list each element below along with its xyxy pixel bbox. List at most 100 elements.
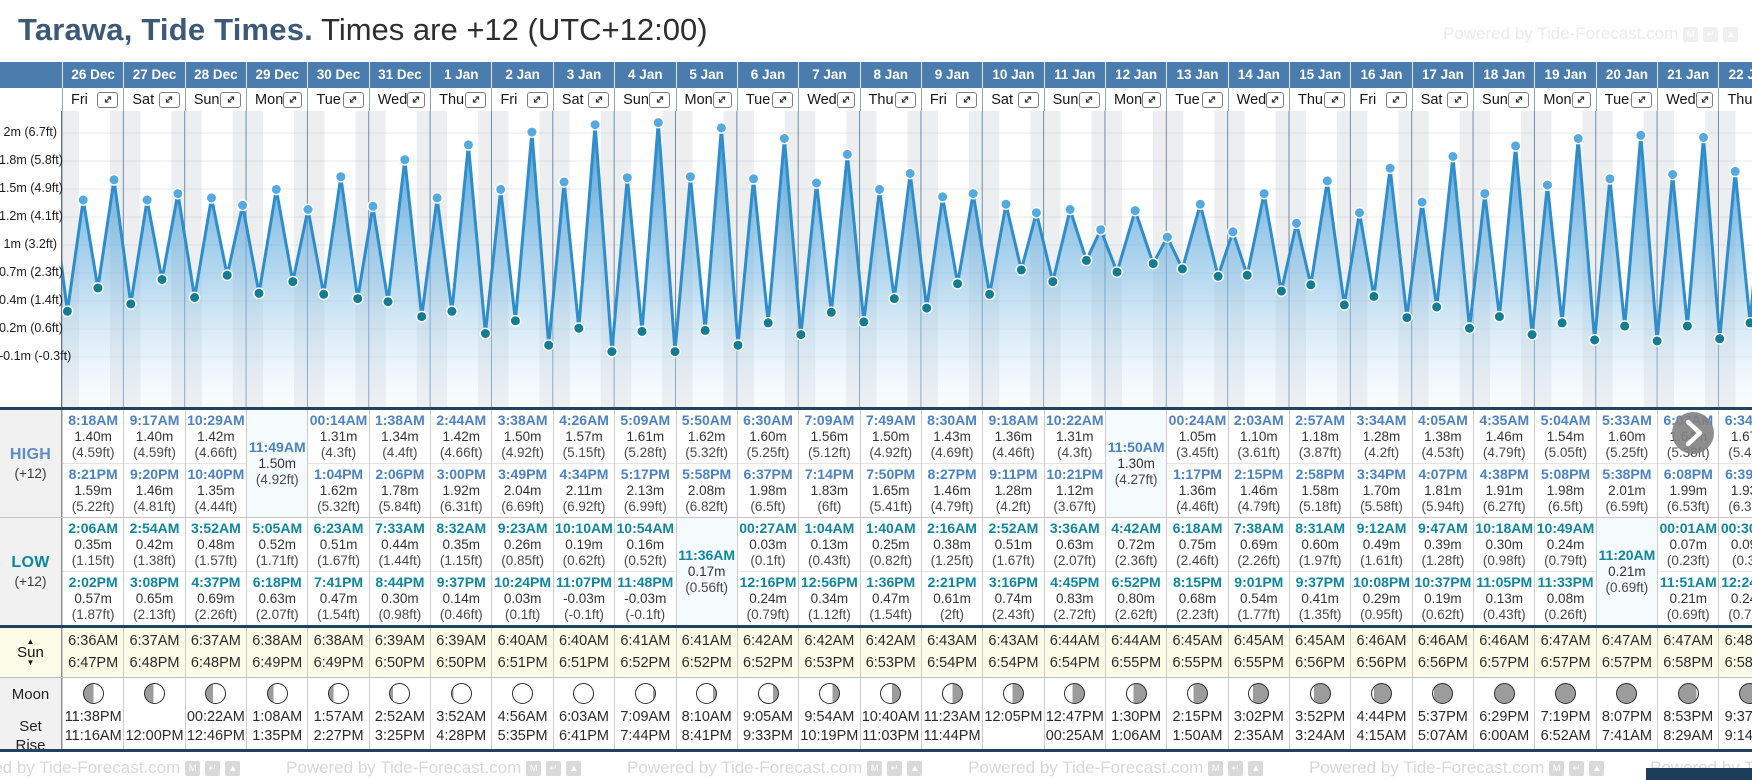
high-tide-entry: 4:26AM 1.57m (5.15ft)	[554, 410, 614, 463]
tide-height-ft: (4.66ft)	[194, 445, 238, 460]
expand-day-button[interactable]	[772, 91, 794, 108]
tide-time: 10:40PM	[187, 466, 245, 482]
low-tide-cell: 2:06AM 0.35m (1.15ft) 2:02PM 0.57m (1.87ft)	[62, 518, 124, 625]
tide-height-m: 1.92m	[442, 483, 481, 498]
tide-height-m: 1.28m	[1362, 429, 1401, 444]
weekday-cell: Sun	[184, 88, 247, 111]
weekday-label: Sun	[1482, 91, 1508, 108]
moon-cell: 8:07PM 7:41AM	[1595, 678, 1657, 749]
tide-height-m: 0.03m	[503, 591, 542, 606]
y-axis-tick-label: 2m (6.7ft)	[3, 125, 58, 139]
high-tide-cell: 1:38AM 1.34m (4.4ft) 2:06PM 1.78m (5.84ft)	[368, 410, 431, 517]
expand-day-button[interactable]	[712, 91, 732, 108]
date-header-cell: 9 Jan	[920, 62, 983, 88]
page-title-location: Tarawa, Tide Times.	[18, 12, 313, 47]
moonset-time: 12:05PM	[984, 709, 1043, 725]
expand-day-button[interactable]	[1631, 91, 1653, 108]
sun-times-cell: 6:46AM 6:56PM	[1411, 628, 1473, 677]
tide-time: 8:31AM	[1295, 520, 1346, 536]
high-tide-entry: 3:49PM 2.04m (6.69ft)	[492, 463, 553, 517]
low-tide-entry: 9:47AM 0.39m (1.28ft)	[1413, 518, 1473, 571]
moonrise-time: 5:07AM	[1417, 728, 1468, 744]
tide-time: 3:00PM	[436, 466, 486, 482]
moon-phase-icon	[634, 683, 656, 704]
tide-height-ft: (2.43ft)	[992, 607, 1035, 622]
expand-day-button[interactable]	[1571, 91, 1591, 108]
tide-height-ft: (5.15ft)	[562, 445, 606, 460]
tide-height-ft: (0.62ft)	[562, 553, 606, 568]
expand-day-button[interactable]	[1324, 91, 1346, 108]
tide-time: 5:50AM	[681, 412, 732, 428]
low-tide-entry: 7:38AM 0.69m (2.26ft)	[1229, 518, 1289, 571]
sun-sort-toggle[interactable]: ▲ Sun ▼	[17, 637, 44, 667]
sunrise-time: 6:47AM	[1601, 633, 1652, 649]
expand-day-button[interactable]	[220, 91, 242, 108]
tide-height-m: 1.59m	[74, 483, 112, 498]
sun-times-cell: 6:46AM 6:57PM	[1473, 628, 1534, 677]
high-tide-entry: 7:50PM 1.65m (5.41ft)	[860, 463, 921, 517]
low-tide-cell: 10:18AM 0.30m (0.98ft) 11:05PM 0.13m (0.43ft)	[1473, 518, 1535, 625]
expand-day-button[interactable]	[1447, 91, 1469, 108]
sunrise-time: 6:44AM	[1111, 633, 1162, 649]
sun-up-arrow-icon[interactable]: ▲	[26, 637, 35, 646]
date-header-cell: 20 Jan	[1595, 62, 1658, 88]
expand-day-button[interactable]	[407, 91, 426, 108]
expand-day-button[interactable]	[1508, 91, 1530, 108]
tide-height-ft: (0.85ft)	[501, 553, 544, 568]
tide-height-m: 1.36m	[994, 429, 1033, 444]
tide-height-m: 0.34m	[810, 591, 849, 606]
expand-day-button[interactable]	[1385, 91, 1407, 108]
tide-height-ft: (2.62ft)	[1114, 607, 1158, 622]
expand-day-button[interactable]	[1266, 91, 1284, 108]
date-header-cell: 19 Jan	[1534, 62, 1596, 88]
tide-height-m: 1.67m	[1730, 429, 1752, 444]
weekday-cell: Thu	[859, 88, 921, 111]
tide-height-ft: (4.44ft)	[194, 499, 238, 514]
weekday-label: Sun	[623, 91, 649, 108]
expand-day-button[interactable]	[894, 91, 916, 108]
tide-height-m: 0.68m	[1178, 591, 1217, 606]
date-header-cell: 16 Jan	[1350, 62, 1412, 88]
expand-day-button[interactable]	[97, 91, 119, 108]
expand-day-button[interactable]	[1078, 91, 1100, 108]
tide-height-m: 1.58m	[1301, 483, 1339, 498]
expand-day-button[interactable]	[283, 91, 303, 108]
expand-day-button[interactable]	[342, 91, 364, 108]
sun-down-arrow-icon[interactable]: ▼	[26, 658, 35, 667]
expand-day-button[interactable]	[956, 91, 978, 108]
moon-cell: 7:19PM 6:52AM	[1534, 678, 1595, 749]
high-tide-entry: 9:17AM 1.40m (4.59ft)	[124, 410, 184, 463]
moonrise-time: 6:52AM	[1540, 728, 1591, 744]
low-tide-entry: 11:07PM -0.03m (-0.1ft)	[553, 571, 615, 625]
weekday-label: Sat	[1420, 91, 1443, 108]
tide-time: 1:36PM	[866, 574, 916, 590]
weekday-cell: Tue	[1166, 88, 1228, 111]
expand-day-button[interactable]	[1201, 91, 1223, 108]
tide-time: 10:49AM	[1536, 520, 1595, 536]
weekday-cell: Fri	[1350, 88, 1412, 111]
sunset-time: 6:55PM	[1172, 655, 1223, 671]
tide-time: 5:05AM	[252, 520, 303, 536]
expand-day-button[interactable]	[588, 91, 610, 108]
low-tide-entry: 2:54AM 0.42m (1.38ft)	[124, 518, 184, 571]
expand-day-button[interactable]	[836, 91, 855, 108]
expand-day-button[interactable]	[1695, 91, 1714, 108]
tide-time: 11:33PM	[1537, 574, 1594, 590]
tide-time: 4:42AM	[1111, 520, 1161, 536]
expand-day-button[interactable]	[465, 91, 487, 108]
tide-height-m: 1.05m	[1178, 429, 1217, 444]
high-tide-cell: 8:30AM 1.43m (4.69ft) 8:27PM 1.46m (4.79ft)	[920, 410, 983, 517]
expand-day-button[interactable]	[1142, 91, 1162, 108]
expand-day-button[interactable]	[649, 91, 671, 108]
next-days-button[interactable]	[1672, 412, 1714, 454]
sunrise-time: 6:40AM	[558, 633, 609, 649]
low-tide-entry: 2:16AM 0.38m (1.25ft)	[922, 518, 982, 571]
moon-cell: 12:00PM	[123, 678, 184, 749]
expand-diagonal-icon	[104, 96, 111, 103]
tide-time: 11:48PM	[617, 574, 674, 590]
expand-day-button[interactable]	[1017, 91, 1039, 108]
expand-day-button[interactable]	[158, 91, 180, 108]
expand-day-button[interactable]	[526, 91, 548, 108]
moon-phase-icon	[1186, 683, 1208, 704]
